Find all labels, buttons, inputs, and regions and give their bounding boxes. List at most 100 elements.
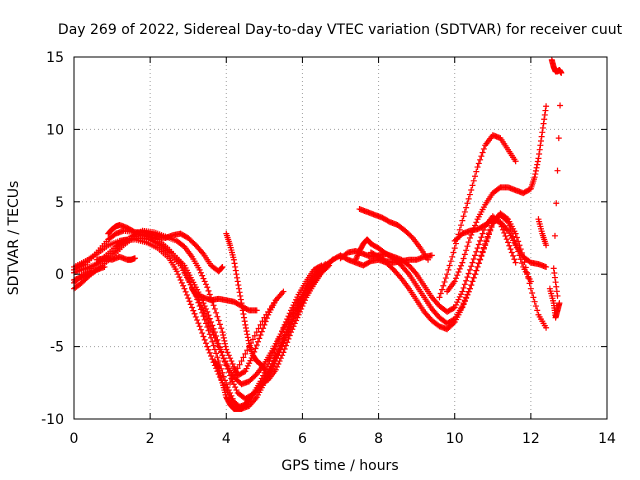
x-tick-label: 2 <box>146 431 155 447</box>
data-point <box>551 274 558 281</box>
data-point <box>286 332 293 339</box>
data-point <box>461 208 468 215</box>
data-point <box>176 274 183 281</box>
data-point <box>191 310 198 317</box>
data-point <box>181 285 188 292</box>
data-point <box>505 239 512 246</box>
data-point <box>465 270 472 277</box>
data-point <box>527 285 534 292</box>
data-point <box>473 219 480 226</box>
data-point <box>210 332 217 339</box>
data-point <box>224 349 231 356</box>
data-point <box>131 255 138 262</box>
y-tick-label: 15 <box>46 50 64 66</box>
data-point <box>280 288 287 295</box>
data-point <box>219 263 226 270</box>
data-point <box>197 326 204 333</box>
data-point <box>282 331 289 338</box>
series-arc-18 <box>367 249 435 266</box>
data-point <box>512 230 519 237</box>
y-tick-label: 10 <box>46 122 64 138</box>
data-point <box>449 253 456 260</box>
data-point <box>227 355 234 362</box>
data-point <box>512 259 519 266</box>
data-point <box>534 158 541 165</box>
series-arc-23 <box>548 56 565 299</box>
data-point <box>537 142 544 149</box>
data-point <box>553 288 560 295</box>
data-point <box>279 339 286 346</box>
data-point <box>232 384 239 391</box>
data-point <box>261 366 268 373</box>
data-point <box>219 329 226 336</box>
data-point <box>256 335 263 342</box>
data-point <box>503 236 510 243</box>
data-point <box>187 301 194 308</box>
data-point <box>206 323 213 330</box>
data-point <box>460 213 467 220</box>
data-point <box>211 346 218 353</box>
data-point <box>274 350 281 357</box>
data-point <box>177 276 184 283</box>
data-point <box>236 289 243 296</box>
series-arc-10 <box>223 230 268 373</box>
data-point <box>479 230 486 237</box>
data-point <box>478 153 485 160</box>
data-point <box>477 156 484 163</box>
data-point <box>475 260 482 267</box>
data-point <box>243 328 250 335</box>
data-point <box>450 320 457 327</box>
data-point <box>507 246 514 253</box>
data-point <box>488 222 495 229</box>
data-point <box>479 149 486 156</box>
data-point <box>240 354 247 361</box>
data-point <box>197 302 204 309</box>
data-point <box>298 305 305 312</box>
data-point <box>242 350 249 357</box>
x-tick-label: 8 <box>374 431 383 447</box>
data-point <box>485 229 492 236</box>
data-point <box>512 158 519 165</box>
data-point <box>324 263 331 270</box>
data-point <box>277 355 284 362</box>
data-point <box>253 307 260 314</box>
data-point <box>524 269 531 276</box>
data-point <box>244 362 251 369</box>
data-point <box>480 145 487 152</box>
data-point <box>533 164 540 171</box>
data-point <box>469 278 476 285</box>
data-point <box>205 319 212 326</box>
data-point <box>247 357 254 364</box>
data-point <box>211 305 218 312</box>
data-point <box>257 321 264 328</box>
data-point <box>558 69 565 76</box>
data-point <box>244 347 251 354</box>
data-point <box>536 146 543 153</box>
data-point <box>529 290 536 297</box>
data-point <box>466 266 473 273</box>
data-point <box>458 291 465 298</box>
data-point <box>276 345 283 352</box>
data-point <box>473 248 480 255</box>
data-point <box>252 345 259 352</box>
y-tick-labels: -10 -5 0 5 10 15 <box>41 50 64 428</box>
series-arc-22 <box>535 216 550 249</box>
data-point <box>241 318 248 325</box>
data-point <box>472 173 479 180</box>
data-point <box>461 298 468 305</box>
data-point <box>253 342 260 349</box>
data-point <box>284 339 291 346</box>
data-point <box>532 171 539 178</box>
data-point <box>556 300 563 307</box>
data-point <box>199 304 206 311</box>
data-point <box>290 323 297 330</box>
data-point <box>436 294 443 301</box>
data-point <box>280 337 287 344</box>
data-point <box>326 262 333 269</box>
y-tick-label: 5 <box>55 195 64 211</box>
data-point <box>477 237 484 244</box>
data-point <box>221 337 228 344</box>
data-point <box>465 288 472 295</box>
data-point <box>253 329 260 336</box>
